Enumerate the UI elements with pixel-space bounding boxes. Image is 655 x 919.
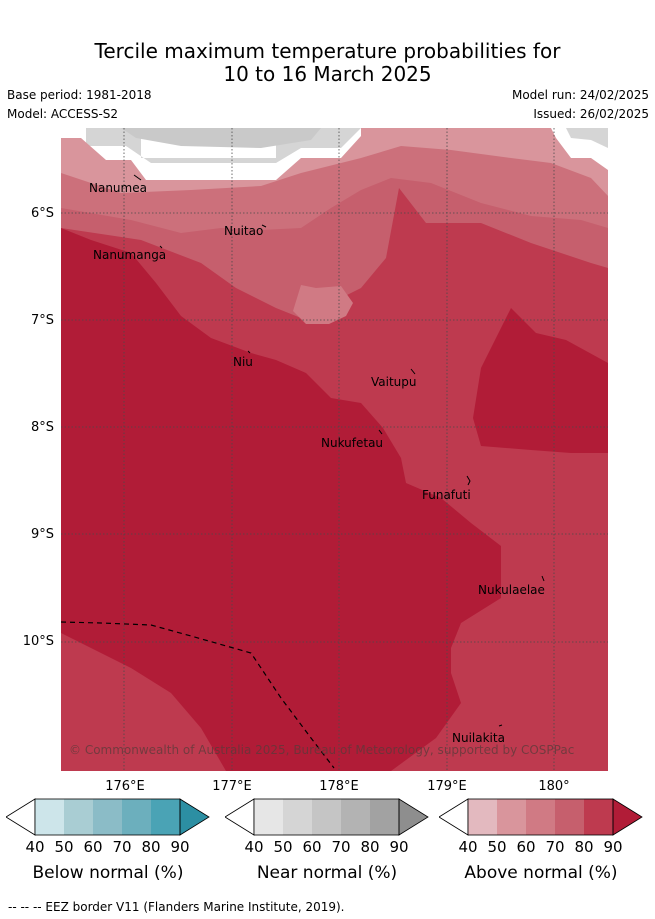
- above-normal-80-patch-sw: [61, 633, 226, 771]
- cb-swatch: [122, 799, 151, 835]
- near-normal-40-region-east: [566, 128, 608, 148]
- cb-tick: 60: [516, 838, 536, 856]
- cb-extend-low: [439, 798, 469, 836]
- eez-legend-note: -- -- -- EEZ border V11 (Flanders Marine…: [8, 900, 345, 914]
- cb-swatch: [370, 799, 399, 835]
- islands: [133, 174, 545, 727]
- probability-map: [61, 128, 608, 771]
- cb-swatch: [312, 799, 341, 835]
- colorbar-title-below: Below normal (%): [32, 863, 184, 883]
- model-run: Model run: 24/02/2025: [511, 88, 649, 102]
- issued-date: Issued: 26/02/2025: [533, 107, 649, 121]
- cb-tick: 60: [83, 838, 103, 856]
- lon-label: 176°E: [105, 779, 145, 794]
- title-line-1: Tercile maximum temperature probabilitie…: [94, 39, 561, 63]
- cb-swatch: [93, 799, 122, 835]
- cb-extend-low: [225, 798, 255, 836]
- place-label-nukulaelae: Nukulaelae: [478, 583, 545, 597]
- model-name: Model: ACCESS-S2: [7, 107, 119, 121]
- above-normal-60-patch: [293, 285, 353, 324]
- above-normal-90-region-east: [473, 308, 608, 453]
- colorbar-above-normal: [439, 798, 643, 836]
- cb-swatch: [35, 799, 64, 835]
- graticule: [61, 128, 608, 771]
- island-nanumea: [133, 174, 142, 181]
- lat-label: 7°S: [30, 313, 54, 328]
- copyright-notice: © Commonwealth of Australia 2025, Bureau…: [69, 743, 575, 757]
- cb-swatch: [151, 799, 180, 835]
- island-nukulaelae: [541, 575, 545, 582]
- cb-swatch: [64, 799, 93, 835]
- place-label-funafuti: Funafuti: [422, 488, 471, 502]
- lat-label: 10°S: [22, 634, 54, 649]
- lon-label: 178°E: [319, 779, 359, 794]
- place-label-nanumea: Nanumea: [89, 181, 147, 195]
- above-normal-90-region: [61, 228, 501, 771]
- cb-tick: 80: [141, 838, 161, 856]
- place-label-niu: Niu: [233, 355, 253, 369]
- lat-label: 6°S: [30, 206, 54, 221]
- eez-border: [61, 621, 335, 769]
- cb-tick: 50: [273, 838, 293, 856]
- cb-tick: 90: [170, 838, 190, 856]
- place-label-nuitao: Nuitao: [224, 224, 264, 238]
- cb-swatch: [341, 799, 370, 835]
- place-label-nanumanga: Nanumanga: [93, 248, 167, 262]
- cb-extend-low: [6, 798, 36, 836]
- place-label-nuilakita: Nuilakita: [452, 731, 505, 745]
- colorbar-near-normal: [225, 798, 429, 836]
- cb-tick: 60: [302, 838, 322, 856]
- colorbar-below-normal: [6, 798, 210, 836]
- island-nanumanga: [159, 245, 163, 249]
- lat-label: 8°S: [30, 420, 54, 435]
- lat-label: 9°S: [30, 527, 54, 542]
- place-label-nukufetau: Nukufetau: [321, 436, 384, 450]
- cb-tick: 70: [331, 838, 351, 856]
- cb-swatch: [283, 799, 312, 835]
- colorbar-title-above: Above normal (%): [464, 863, 618, 883]
- cb-tick: 40: [458, 838, 478, 856]
- cb-tick: 50: [487, 838, 507, 856]
- cb-swatch: [468, 799, 497, 835]
- island-nuitao: [261, 224, 267, 228]
- lon-label: 180°: [538, 779, 570, 794]
- island-vaitupu: [410, 368, 416, 375]
- cb-swatch: [497, 799, 526, 835]
- island-funafuti: [466, 475, 471, 486]
- lon-label: 179°E: [427, 779, 467, 794]
- place-label-vaitupu: Vaitupu: [371, 375, 417, 389]
- cb-swatch: [555, 799, 584, 835]
- near-normal-50-region: [121, 128, 321, 148]
- base-period: Base period: 1981-2018: [7, 88, 152, 102]
- cb-extend-high: [179, 798, 210, 836]
- cb-tick: 90: [389, 838, 409, 856]
- lon-label: 177°E: [212, 779, 252, 794]
- island-nukufetau: [378, 429, 383, 435]
- cb-tick: 80: [574, 838, 594, 856]
- colorbar-title-near: Near normal (%): [256, 863, 398, 883]
- cb-tick: 40: [244, 838, 264, 856]
- cb-tick: 40: [25, 838, 45, 856]
- cb-tick: 70: [112, 838, 132, 856]
- map-title: Tercile maximum temperature probabilitie…: [0, 40, 655, 86]
- cb-tick: 50: [54, 838, 74, 856]
- title-line-2: 10 to 16 March 2025: [223, 62, 432, 86]
- island-niu: [247, 350, 251, 354]
- cb-swatch: [526, 799, 555, 835]
- cb-swatch: [254, 799, 283, 835]
- cb-extend-high: [398, 798, 429, 836]
- island-nuilakita: [498, 724, 503, 727]
- cb-extend-high: [612, 798, 643, 836]
- cb-tick: 80: [360, 838, 380, 856]
- cb-swatch: [584, 799, 613, 835]
- cb-tick: 90: [603, 838, 623, 856]
- cb-tick: 70: [545, 838, 565, 856]
